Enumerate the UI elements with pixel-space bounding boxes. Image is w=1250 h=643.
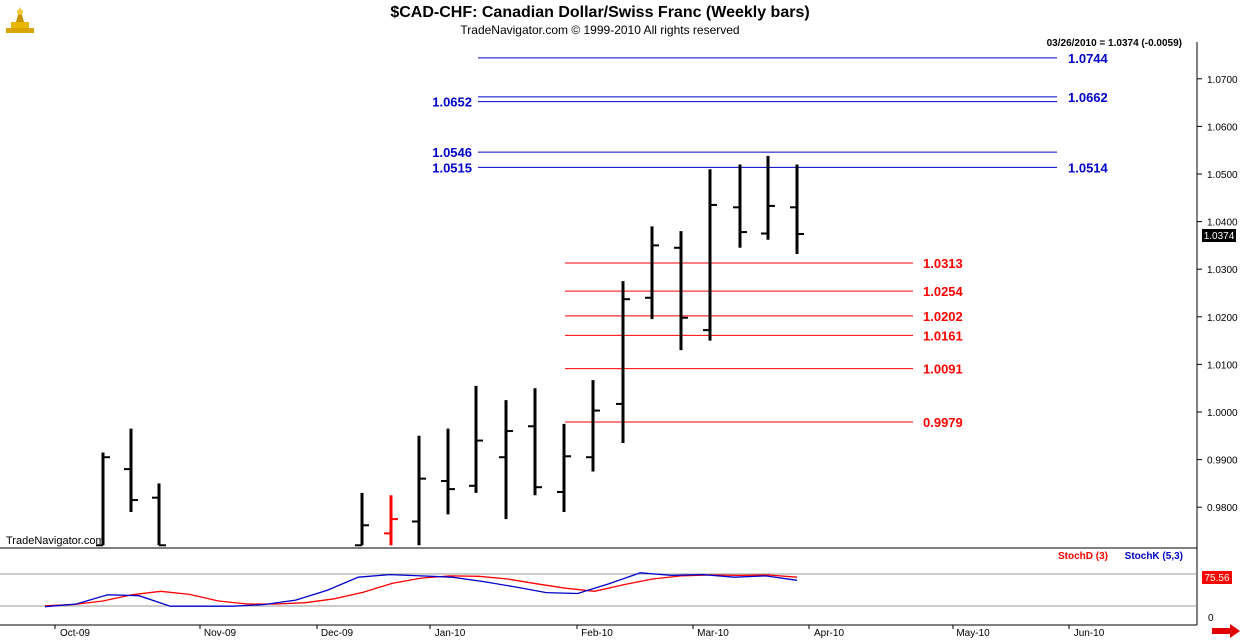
- scroll-right-arrow-icon[interactable]: [1212, 624, 1240, 638]
- chart-title: $CAD-CHF: Canadian Dollar/Swiss Franc (W…: [390, 4, 810, 21]
- y-tick-label: 1.0200: [1207, 313, 1238, 324]
- level-label: 1.0313: [923, 256, 963, 271]
- y-tick-label: 1.0700: [1207, 75, 1238, 86]
- level-label: 1.0202: [923, 309, 963, 324]
- level-label: 1.0662: [1068, 90, 1108, 105]
- legend-stochk: StochK (5,3): [1125, 551, 1183, 562]
- level-label-left: 1.0652: [432, 95, 472, 110]
- stoch-value-badge: [1202, 571, 1232, 584]
- x-tick-label: Nov-09: [204, 628, 237, 639]
- level-label: 1.0514: [1068, 160, 1109, 175]
- last-price-label: 1.0374: [1204, 231, 1235, 242]
- stochk-line: [44, 572, 798, 608]
- x-tick-label: Apr-10: [814, 628, 844, 639]
- level-label: 1.0744: [1068, 51, 1109, 66]
- watermark: TradeNavigator.com: [6, 535, 105, 547]
- x-tick-label: Jan-10: [435, 628, 466, 639]
- y-tick-label: 1.0000: [1207, 408, 1238, 419]
- x-tick-label: Feb-10: [581, 628, 613, 639]
- stoch-zero-tick: 0: [1208, 613, 1214, 624]
- chart-subtitle: TradeNavigator.com © 1999-2010 All right…: [460, 23, 740, 37]
- stochd-line: [44, 574, 798, 607]
- x-tick-label: Dec-09: [321, 628, 354, 639]
- price-readout: 03/26/2010 = 1.0374 (-0.0059): [1046, 38, 1182, 49]
- y-tick-label: 0.9900: [1207, 456, 1238, 467]
- x-tick-label: Mar-10: [697, 628, 729, 639]
- trade-navigator-logo-icon[interactable]: [4, 4, 36, 36]
- legend-stochd: StochD (3): [1058, 551, 1108, 562]
- y-tick-label: 0.9800: [1207, 503, 1238, 514]
- y-tick-label: 1.0500: [1207, 170, 1238, 181]
- level-label: 1.0091: [923, 362, 963, 377]
- y-tick-label: 1.0300: [1207, 265, 1238, 276]
- level-label-left: 1.0546: [432, 145, 472, 160]
- level-label: 0.9979: [923, 415, 963, 430]
- last-price-badge: [1202, 229, 1236, 242]
- level-label: 1.0161: [923, 328, 963, 343]
- x-tick-label: May-10: [956, 628, 990, 639]
- level-label-left: 1.0515: [432, 160, 472, 175]
- y-tick-label: 1.0400: [1207, 218, 1238, 229]
- y-tick-label: 1.0600: [1207, 122, 1238, 133]
- level-label: 1.0254: [923, 284, 964, 299]
- y-tick-label: 1.0100: [1207, 360, 1238, 371]
- x-tick-label: Jun-10: [1074, 628, 1105, 639]
- stoch-value-label: 75.56: [1204, 573, 1229, 584]
- x-tick-label: Oct-09: [60, 628, 90, 639]
